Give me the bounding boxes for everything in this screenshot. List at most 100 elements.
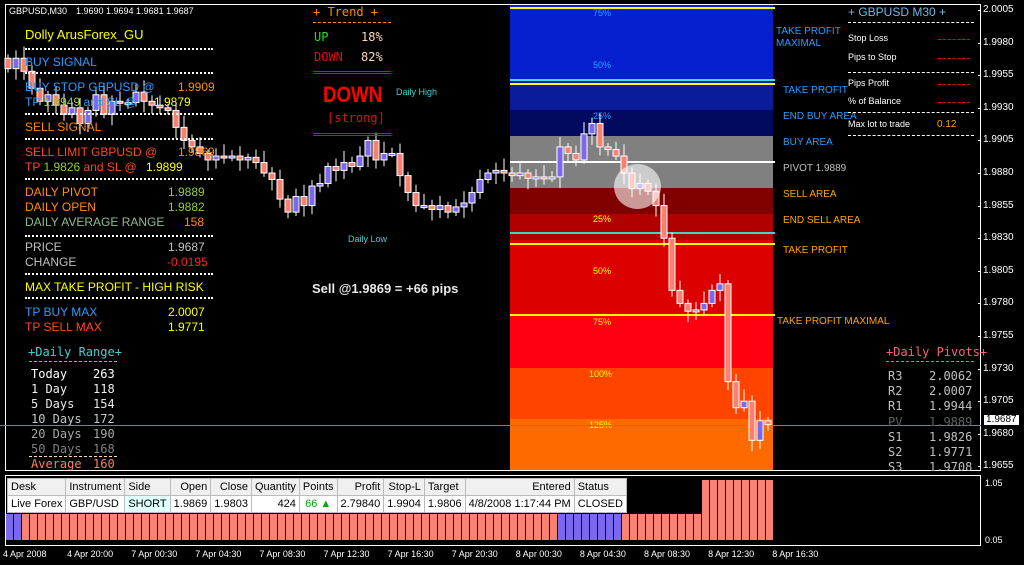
zone-pct-75-sell: 75% bbox=[593, 317, 612, 327]
time-tick: 7 Apr 16:30 bbox=[387, 549, 434, 559]
label-end-buy: END BUY AREA bbox=[783, 111, 857, 122]
daily-range-value: 172 bbox=[93, 412, 115, 426]
table-cell: 424 bbox=[250, 495, 300, 513]
candle-body bbox=[236, 155, 244, 161]
dar-value: 158 bbox=[184, 215, 205, 229]
candle-body bbox=[572, 152, 580, 161]
tp-buy-line bbox=[510, 83, 775, 85]
candle bbox=[28, 65, 36, 95]
time-tick: 7 Apr 00:30 bbox=[131, 549, 178, 559]
candle-body bbox=[300, 195, 308, 207]
candle bbox=[148, 95, 156, 114]
histogram-bar bbox=[150, 514, 157, 540]
divider bbox=[313, 71, 391, 74]
candle bbox=[508, 167, 516, 182]
column-header[interactable]: Entered bbox=[464, 478, 575, 496]
histogram-bar bbox=[646, 514, 653, 540]
candle-body bbox=[36, 87, 44, 102]
histogram-bar bbox=[622, 514, 629, 540]
buy-stop-value: 1.9909 bbox=[178, 80, 215, 94]
histogram-bar bbox=[366, 514, 373, 540]
pivot-value: 1.9771 bbox=[929, 445, 973, 459]
table-row[interactable]: Live Forex GBP/USD SHORT 1.9869 1.9803 424 66 … bbox=[6, 495, 627, 513]
candle bbox=[332, 158, 340, 182]
candle bbox=[172, 102, 180, 139]
price-tick: 2.0005 bbox=[978, 4, 1014, 15]
candle bbox=[612, 141, 620, 160]
column-header[interactable]: Points bbox=[298, 478, 338, 496]
histogram-bar bbox=[46, 514, 53, 540]
histogram-bar bbox=[358, 514, 365, 540]
histogram-bar bbox=[350, 514, 357, 540]
divider bbox=[25, 297, 213, 299]
candle-body bbox=[476, 179, 484, 194]
table-cell: CLOSED bbox=[573, 495, 627, 513]
histogram-bar bbox=[326, 514, 333, 540]
buy-tp-value: 1.9949 bbox=[43, 95, 81, 109]
column-header[interactable]: Profit bbox=[336, 478, 385, 496]
candle-body bbox=[356, 155, 364, 167]
candle bbox=[684, 299, 692, 323]
histogram-bar bbox=[694, 514, 701, 540]
column-header[interactable]: Quantity bbox=[250, 478, 300, 496]
trend-down-label: DOWN bbox=[314, 50, 343, 64]
price-tick: 1.9805 bbox=[978, 264, 1014, 276]
histogram-bar bbox=[86, 514, 93, 540]
divider bbox=[25, 48, 213, 50]
candle bbox=[20, 46, 28, 80]
pivot-value: 1.9826 bbox=[929, 429, 973, 444]
column-header[interactable]: Stop-L bbox=[383, 478, 425, 496]
candle bbox=[596, 113, 604, 156]
pct-balance-value bbox=[938, 102, 970, 103]
candle-body bbox=[324, 165, 332, 184]
histogram-bar bbox=[30, 514, 37, 540]
table-cell: 1.9803 bbox=[210, 495, 252, 513]
candle-body bbox=[188, 139, 196, 148]
time-tick: 7 Apr 20:30 bbox=[451, 549, 498, 559]
candle bbox=[716, 274, 724, 302]
daily-range-label: 50 Days bbox=[31, 442, 82, 456]
price-tick: 1.9830 bbox=[978, 232, 1014, 244]
candle bbox=[364, 136, 372, 168]
histogram-bar bbox=[654, 514, 661, 540]
daily-range-label: Today bbox=[31, 367, 68, 381]
candle-body bbox=[500, 169, 508, 174]
buy-tp-label: TP bbox=[25, 95, 41, 109]
candle bbox=[428, 199, 436, 221]
candle-body bbox=[716, 283, 724, 291]
histogram-bar bbox=[22, 514, 29, 540]
candle bbox=[188, 134, 196, 154]
column-header[interactable]: Instrument bbox=[65, 478, 126, 496]
histogram-bar bbox=[278, 514, 285, 540]
column-header[interactable]: Status bbox=[573, 478, 627, 496]
candle bbox=[196, 137, 204, 158]
tp-buy-max-value: 2.0007 bbox=[168, 305, 205, 319]
label-pivot: PIVOT 1.9889 bbox=[783, 163, 847, 174]
histogram-bar bbox=[558, 514, 565, 540]
candle-body bbox=[268, 172, 276, 181]
table-cell: SHORT bbox=[124, 495, 171, 513]
column-header[interactable]: Side bbox=[124, 478, 171, 496]
sell-tp-sl: TP 1.9826 and SL @ 1.9899 bbox=[25, 161, 183, 173]
divider bbox=[25, 235, 213, 237]
column-header[interactable]: Open bbox=[169, 478, 212, 496]
candle bbox=[532, 169, 540, 187]
histogram-bar bbox=[662, 514, 669, 540]
candle bbox=[676, 280, 684, 308]
end-sell-line bbox=[510, 232, 775, 234]
column-header[interactable]: Desk bbox=[6, 478, 67, 496]
histogram-bar bbox=[598, 514, 605, 540]
candle bbox=[580, 122, 588, 164]
max-tp-label: MAX TAKE PROFIT - HIGH RISK bbox=[25, 280, 204, 294]
candle-body bbox=[12, 57, 20, 70]
histogram-bar bbox=[270, 514, 277, 540]
divider bbox=[25, 273, 213, 275]
column-header[interactable]: Close bbox=[210, 478, 252, 496]
histogram-bar bbox=[542, 514, 549, 540]
candle bbox=[380, 141, 388, 167]
histogram-bar bbox=[566, 514, 573, 540]
column-header[interactable]: Target bbox=[423, 478, 466, 496]
zone-tp-buy bbox=[510, 80, 773, 110]
candle-body bbox=[548, 176, 556, 180]
candle-body bbox=[732, 381, 740, 409]
